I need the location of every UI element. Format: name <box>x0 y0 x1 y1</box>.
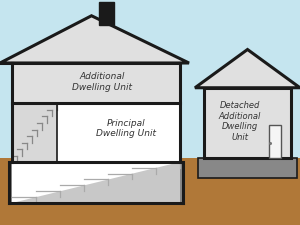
Bar <box>57 104 180 162</box>
Bar <box>204 88 291 158</box>
Polygon shape <box>195 50 300 88</box>
Polygon shape <box>0 16 189 63</box>
Text: Additional
Dwelling Unit: Additional Dwelling Unit <box>72 72 132 92</box>
Text: Detached
Additional
Dwelling
Unit: Detached Additional Dwelling Unit <box>219 101 261 142</box>
Bar <box>99 2 114 25</box>
Bar <box>0 158 300 225</box>
Polygon shape <box>12 162 180 202</box>
Bar <box>12 162 180 202</box>
Bar <box>198 158 297 178</box>
Bar <box>12 63 180 104</box>
Bar <box>9 162 183 202</box>
Bar <box>268 125 280 158</box>
Text: Principal
Dwelling Unit: Principal Dwelling Unit <box>96 119 156 138</box>
Polygon shape <box>12 104 57 162</box>
